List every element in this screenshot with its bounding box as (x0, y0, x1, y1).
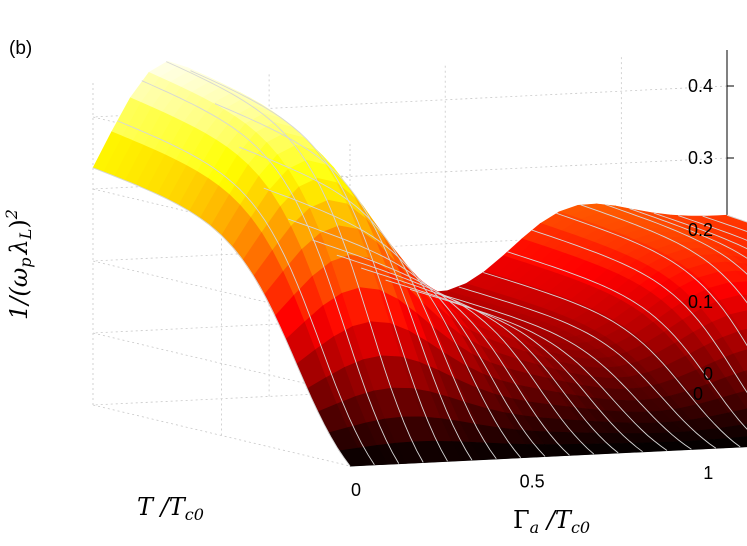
y-tick-label: 0 (351, 480, 361, 500)
z-tick-label: 0 (703, 364, 713, 384)
z-tick-label: 0.4 (688, 76, 713, 96)
x-tick-label: 0 (693, 384, 703, 404)
y-axis-label: Γa /Tc0 (513, 506, 590, 537)
y-tick-label: 1 (703, 463, 713, 483)
surface-mesh-lines (92, 61, 747, 467)
panel-label: (b) (9, 38, 32, 59)
x-axis-label: T /Tc0 (137, 493, 204, 524)
z-tick-label: 0.2 (688, 220, 713, 240)
surface (92, 60, 747, 467)
z-axis-label: 1/(ωpλL)2 (2, 209, 35, 320)
z-tick-label: 0.1 (688, 292, 713, 312)
y-tick-label: 0.5 (520, 471, 545, 491)
z-tick-label: 0.3 (688, 148, 713, 168)
tick-labels: 00.10.20.30.400.5100.511.5 (351, 76, 713, 500)
